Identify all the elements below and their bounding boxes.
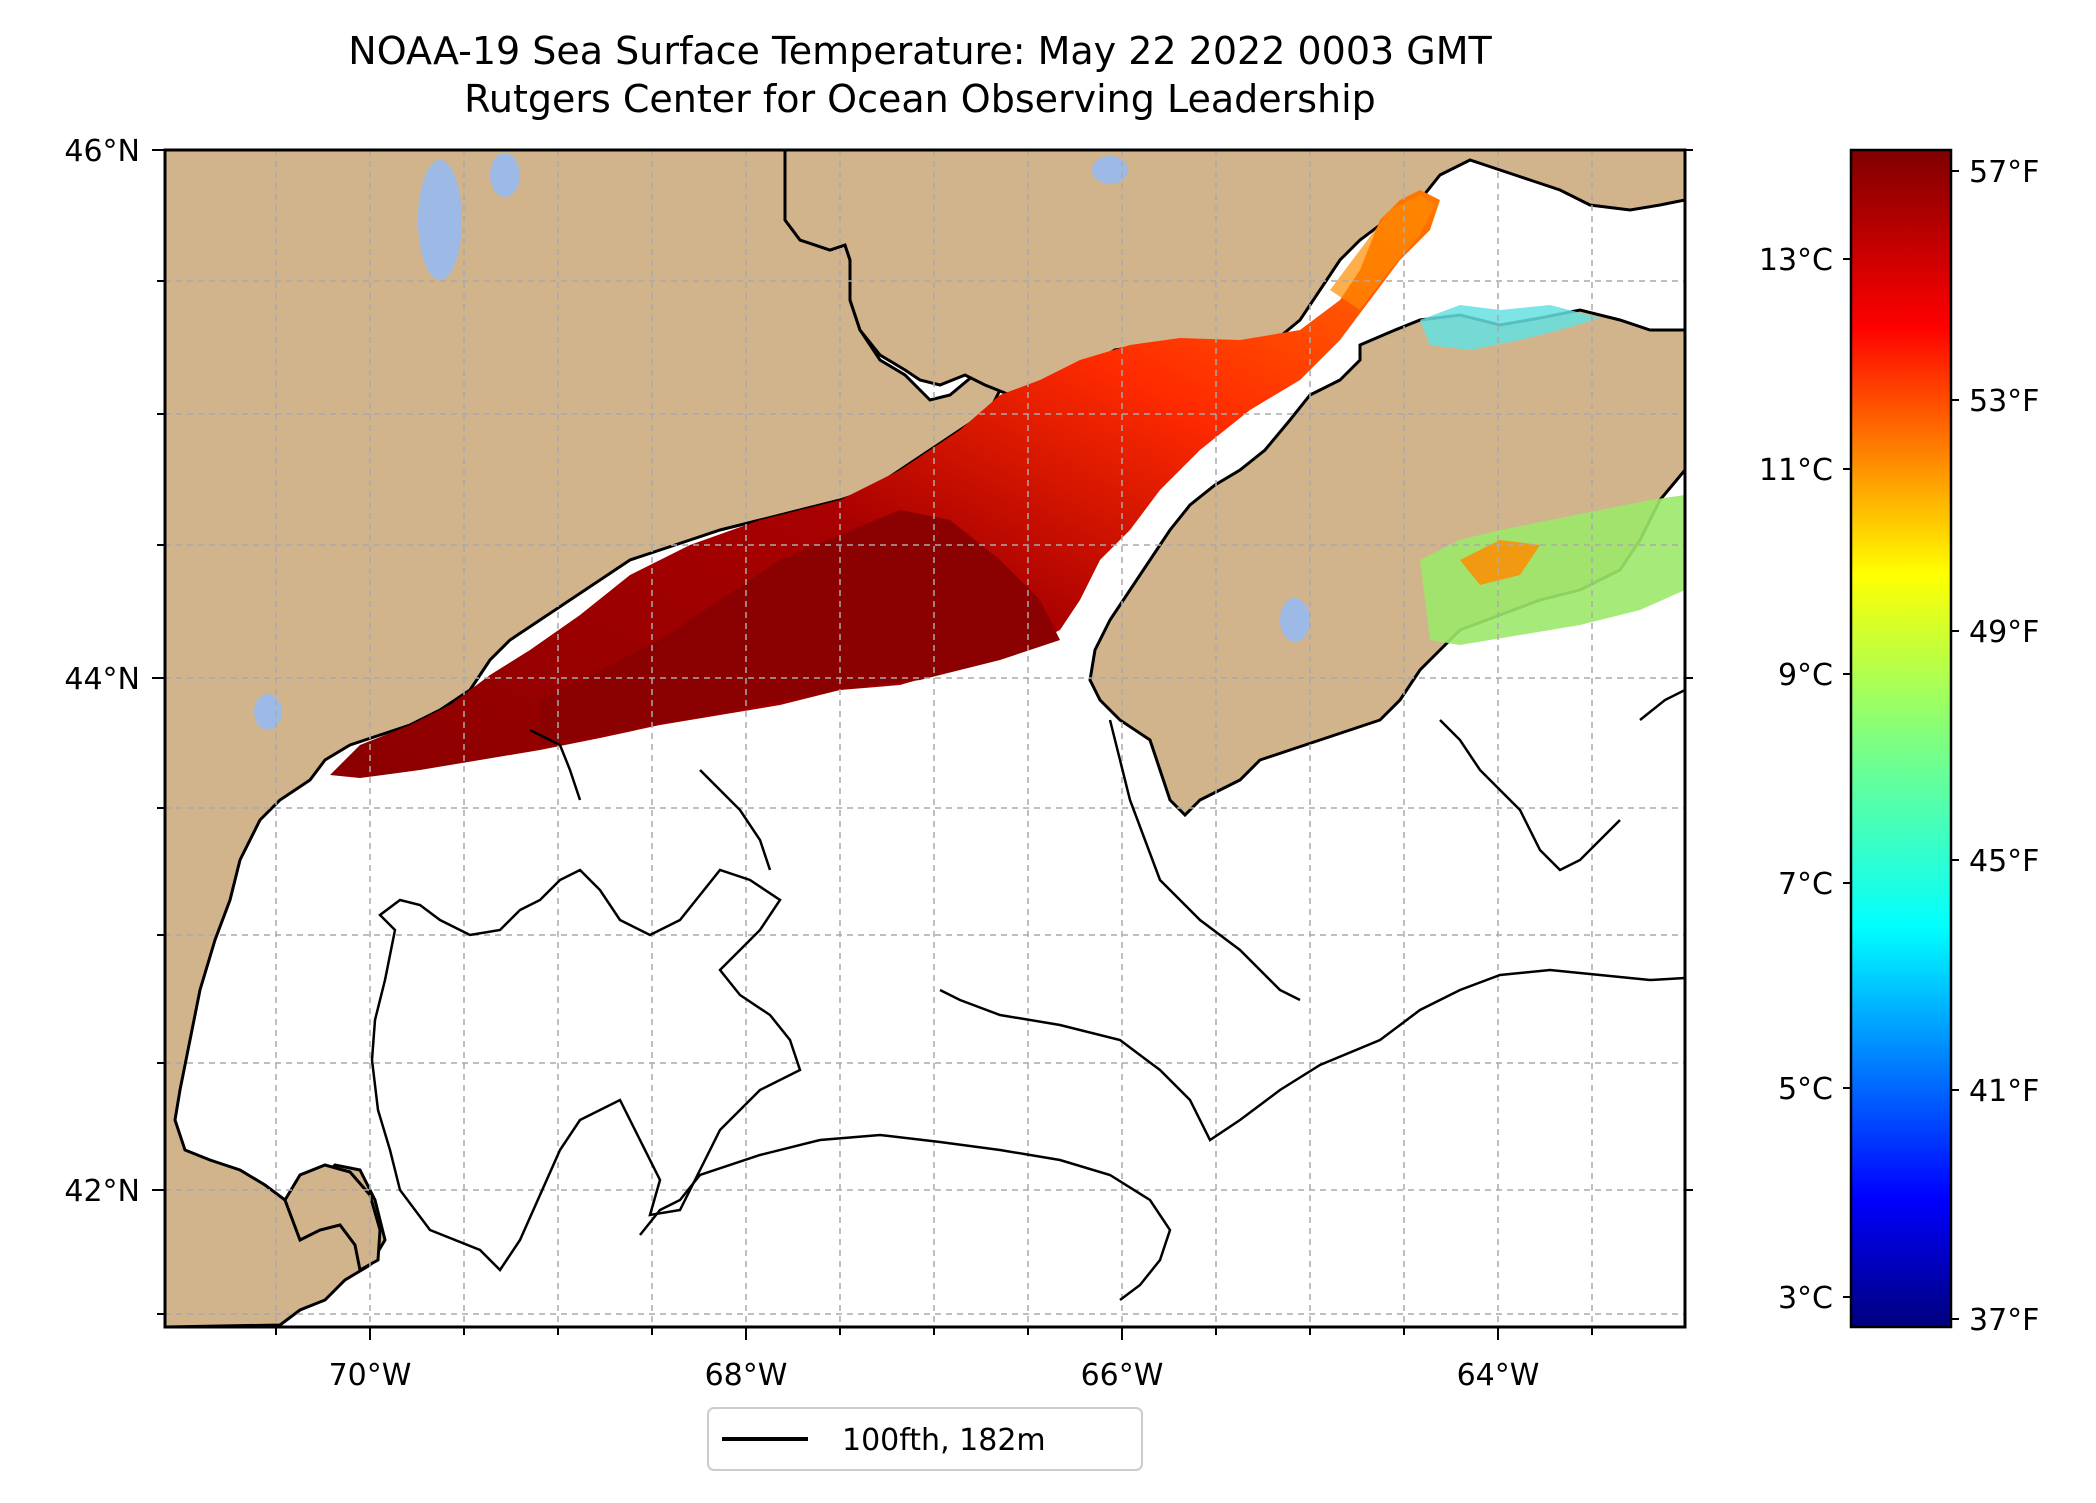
colorbar-f-53: 53°F — [1969, 384, 2039, 419]
sst-minas-basin-cool — [1420, 305, 1600, 350]
lake-chesuncook — [490, 153, 520, 197]
lake-sebago — [254, 694, 282, 730]
lon-tick-marks — [275, 1327, 1593, 1340]
colorbar-fahrenheit-ticks — [1951, 170, 1959, 1320]
map-frame — [163, 148, 1687, 1329]
map-subtitle: Rutgers Center for Ocean Observing Leade… — [464, 77, 1376, 121]
colorbar-c-3: 3°C — [1778, 1281, 1833, 1316]
isobath-100fth — [370, 688, 1685, 1301]
lake-nova-scotia — [1280, 598, 1310, 642]
colorbar — [1849, 148, 1953, 1329]
colorbar-f-45: 45°F — [1969, 844, 2039, 879]
lake-nb — [1092, 156, 1128, 184]
colorbar-f-41: 41°F — [1969, 1074, 2039, 1109]
lon-label-66w: 66°W — [1081, 1358, 1164, 1393]
sst-swath-warm — [330, 190, 1440, 778]
sst-swath-dark — [540, 510, 1060, 745]
lake-moosehead — [418, 160, 462, 280]
gridlines — [165, 150, 1685, 1327]
colorbar-f-57: 57°F — [1969, 155, 2039, 190]
colorbar-c-11: 11°C — [1759, 453, 1833, 488]
lon-label-64w: 64°W — [1457, 1358, 1540, 1393]
colorbar-c-7: 7°C — [1778, 867, 1833, 902]
colorbar-celsius-ticks — [1843, 258, 1851, 1298]
colorbar-f-37: 37°F — [1969, 1303, 2039, 1338]
colorbar-c-9: 9°C — [1778, 658, 1833, 693]
lat-label-44n: 44°N — [64, 662, 140, 697]
lon-label-70w: 70°W — [329, 1358, 412, 1393]
cape-cod — [283, 1163, 382, 1273]
map-title: NOAA-19 Sea Surface Temperature: May 22 … — [348, 29, 1492, 73]
lat-label-42n: 42°N — [64, 1174, 140, 1209]
lon-label-68w: 68°W — [705, 1358, 788, 1393]
lat-tick-marks — [152, 149, 1693, 1315]
colorbar-f-49: 49°F — [1969, 615, 2039, 650]
legend-label: 100fth, 182m — [842, 1423, 1046, 1458]
map-area — [165, 150, 1685, 1327]
sst-scotian-shelf-orange — [1460, 540, 1540, 585]
colorbar-c-5: 5°C — [1778, 1072, 1833, 1107]
lat-label-46n: 46°N — [64, 134, 140, 169]
sst-scotian-shelf-cool — [1420, 495, 1685, 645]
legend-box: 100fth, 182m — [707, 1407, 1143, 1471]
colorbar-c-13: 13°C — [1759, 243, 1833, 278]
